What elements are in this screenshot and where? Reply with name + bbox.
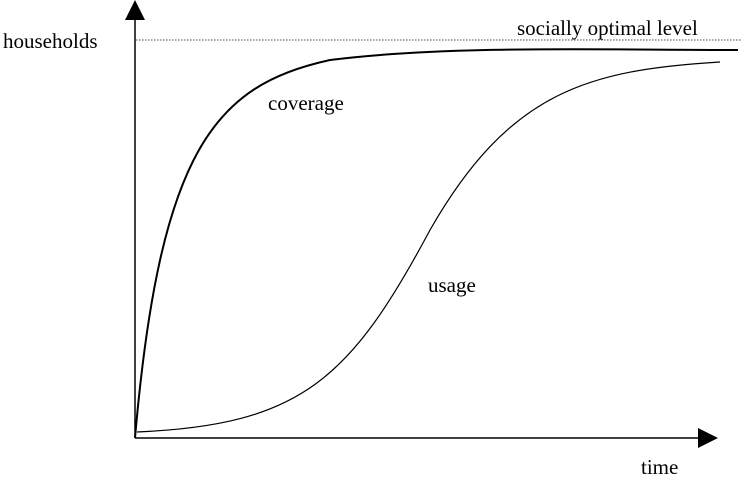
y-axis-label: households	[3, 29, 98, 53]
x-axis-label: time	[641, 455, 678, 479]
usage-curve	[136, 61, 721, 433]
coverage-label: coverage	[268, 91, 344, 115]
x-axis-arrowhead	[698, 428, 718, 448]
optimal-level-label: socially optimal level	[517, 16, 698, 40]
usage-label: usage	[428, 273, 476, 297]
coverage-curve	[134, 48, 739, 439]
y-axis-arrowhead	[125, 0, 145, 20]
